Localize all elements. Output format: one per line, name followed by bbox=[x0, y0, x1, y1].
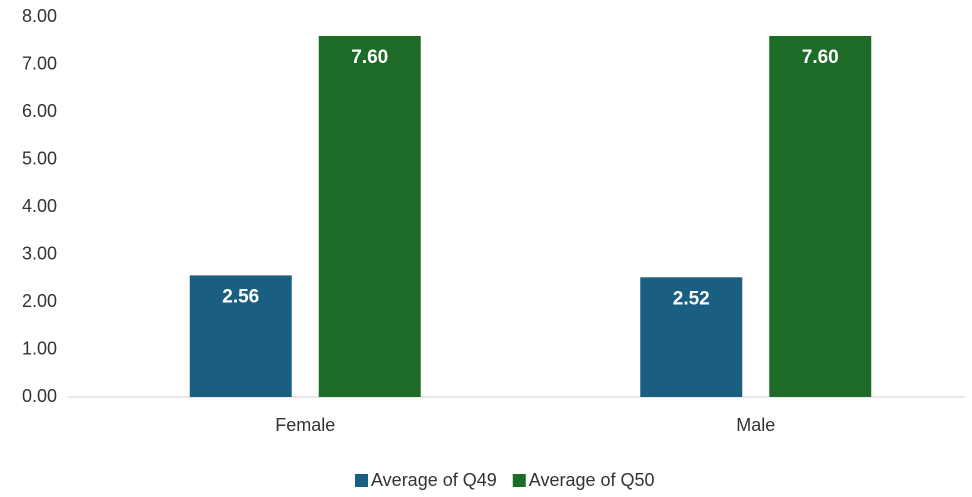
legend-label: Average of Q50 bbox=[529, 470, 655, 490]
data-label: 2.56 bbox=[222, 286, 259, 307]
legend-swatch bbox=[355, 474, 368, 487]
y-tick-label: 8.00 bbox=[22, 6, 57, 26]
legend-swatch bbox=[512, 474, 526, 487]
x-tick-label: Female bbox=[275, 415, 335, 435]
x-tick-label: Male bbox=[736, 415, 775, 435]
y-tick-label: 3.00 bbox=[22, 243, 57, 263]
y-tick-label: 1.00 bbox=[22, 338, 57, 358]
legend-label: Average of Q49 bbox=[371, 470, 497, 490]
y-tick-label: 4.00 bbox=[22, 196, 57, 216]
data-label: 7.60 bbox=[351, 47, 388, 68]
bar bbox=[318, 36, 421, 397]
bar bbox=[189, 275, 292, 397]
y-tick-label: 5.00 bbox=[22, 148, 57, 168]
data-label: 7.60 bbox=[802, 47, 839, 68]
bar bbox=[769, 36, 872, 397]
y-tick-label: 6.00 bbox=[22, 101, 57, 121]
y-tick-label: 7.00 bbox=[22, 53, 57, 73]
data-label: 2.52 bbox=[673, 288, 710, 309]
bar bbox=[640, 277, 743, 397]
y-tick-label: 0.00 bbox=[22, 386, 57, 406]
y-tick-label: 2.00 bbox=[22, 291, 57, 311]
